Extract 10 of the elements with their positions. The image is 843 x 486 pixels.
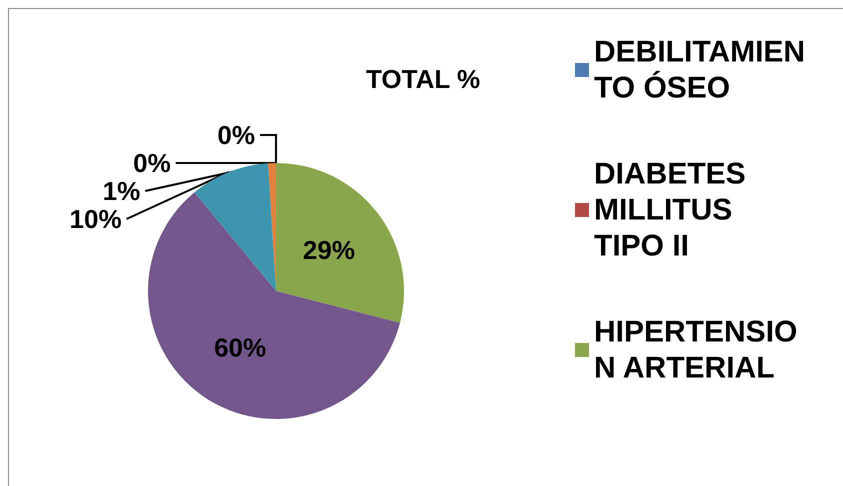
data-label: 29%: [302, 234, 355, 265]
text: 0%: [217, 120, 255, 150]
data-label: 10%: [70, 204, 122, 234]
legend-label: DEBILITAMIENTO ÓSEO: [594, 36, 806, 104]
legend-label: DIABETES MILLITUS TIPO II: [594, 158, 754, 262]
text: 0%: [133, 148, 171, 178]
text: TOTAL %: [366, 64, 480, 94]
data-label: 60%: [214, 332, 266, 363]
data-label: 1%: [102, 176, 140, 206]
legend-label: HIPERTENSION ARTERIAL: [594, 316, 798, 384]
